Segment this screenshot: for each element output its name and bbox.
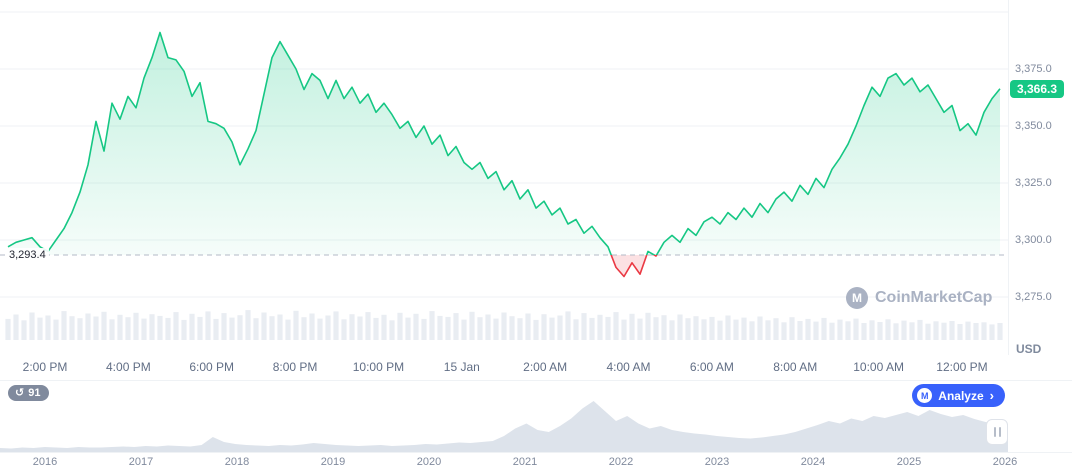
year-label: 2024 bbox=[800, 456, 826, 468]
y-axis-label: 3,300.0 bbox=[1015, 234, 1052, 246]
price-chart[interactable] bbox=[0, 0, 1008, 355]
history-icon: ↺ bbox=[15, 386, 25, 399]
year-label: 2023 bbox=[704, 456, 730, 468]
handle-bar bbox=[998, 427, 1001, 437]
chevron-right-icon: › bbox=[989, 388, 994, 403]
history-count-badge[interactable]: ↺ 91 bbox=[8, 385, 50, 401]
y-axis-label: 3,275.0 bbox=[1015, 291, 1052, 303]
year-label: 2025 bbox=[896, 456, 922, 468]
x-axis-label: 8:00 PM bbox=[272, 360, 318, 374]
x-axis-label: 4:00 AM bbox=[606, 360, 651, 374]
y-axis-label: 3,325.0 bbox=[1015, 177, 1052, 189]
x-axis-label: 6:00 PM bbox=[189, 360, 235, 374]
analyze-label: Analyze bbox=[938, 388, 984, 403]
open-price-label: 3,293.4 bbox=[6, 248, 49, 263]
watermark-text: CoinMarketCap bbox=[875, 289, 993, 306]
year-label: 2020 bbox=[416, 456, 442, 468]
year-label: 2022 bbox=[608, 456, 634, 468]
x-axis-label: 10:00 AM bbox=[853, 360, 904, 374]
x-axis: 2:00 PM 4:00 PM 6:00 PM 8:00 PM 10:00 PM 15 J… bbox=[0, 355, 1008, 380]
x-axis-label: 4:00 PM bbox=[106, 360, 151, 374]
currency-label: USD bbox=[1016, 342, 1042, 356]
navigator-area-chart[interactable] bbox=[0, 383, 1008, 453]
watermark: M CoinMarketCap bbox=[846, 287, 992, 309]
handle-bar bbox=[993, 427, 996, 437]
year-axis: 2016 2017 2018 2019 2020 2021 2022 2023 2024 2025… bbox=[0, 452, 1072, 470]
x-axis-label: 10:00 PM bbox=[352, 360, 405, 374]
year-label: 2017 bbox=[128, 456, 154, 468]
x-axis-label: 12:00 PM bbox=[936, 360, 988, 374]
timeline-navigator[interactable]: ↺ 91 M Analyze › bbox=[0, 380, 1072, 453]
y-axis: 3,375.0 3,350.0 3,325.0 3,300.0 3,275.0 bbox=[1008, 0, 1072, 355]
analyze-logo-icon: M bbox=[917, 388, 933, 403]
x-axis-label: 8:00 AM bbox=[773, 360, 818, 374]
year-label: 2018 bbox=[224, 456, 250, 468]
y-axis-label: 3,375.0 bbox=[1015, 63, 1052, 75]
x-axis-label: 6:00 AM bbox=[689, 360, 734, 374]
x-axis-label: 2:00 PM bbox=[22, 360, 68, 374]
current-price-badge: 3,366.3 bbox=[1010, 79, 1065, 98]
analyze-button[interactable]: M Analyze › bbox=[912, 384, 1005, 407]
year-label: 2026 bbox=[992, 456, 1018, 468]
x-axis-label: 2:00 AM bbox=[523, 360, 568, 374]
coinmarketcap-logo-icon: M bbox=[846, 287, 868, 309]
year-label: 2021 bbox=[512, 456, 538, 468]
year-label: 2016 bbox=[32, 456, 58, 468]
history-count: 91 bbox=[28, 387, 41, 399]
y-axis-label: 3,350.0 bbox=[1015, 120, 1052, 132]
x-axis-label: 15 Jan bbox=[443, 360, 480, 374]
year-label: 2019 bbox=[320, 456, 346, 468]
navigator-drag-handle[interactable] bbox=[986, 419, 1008, 445]
